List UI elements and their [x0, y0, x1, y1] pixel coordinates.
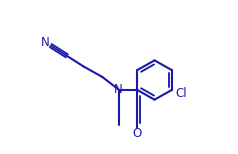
Text: O: O [133, 127, 142, 140]
Text: N: N [41, 36, 50, 49]
Text: N: N [114, 83, 123, 96]
Text: Cl: Cl [175, 87, 187, 100]
